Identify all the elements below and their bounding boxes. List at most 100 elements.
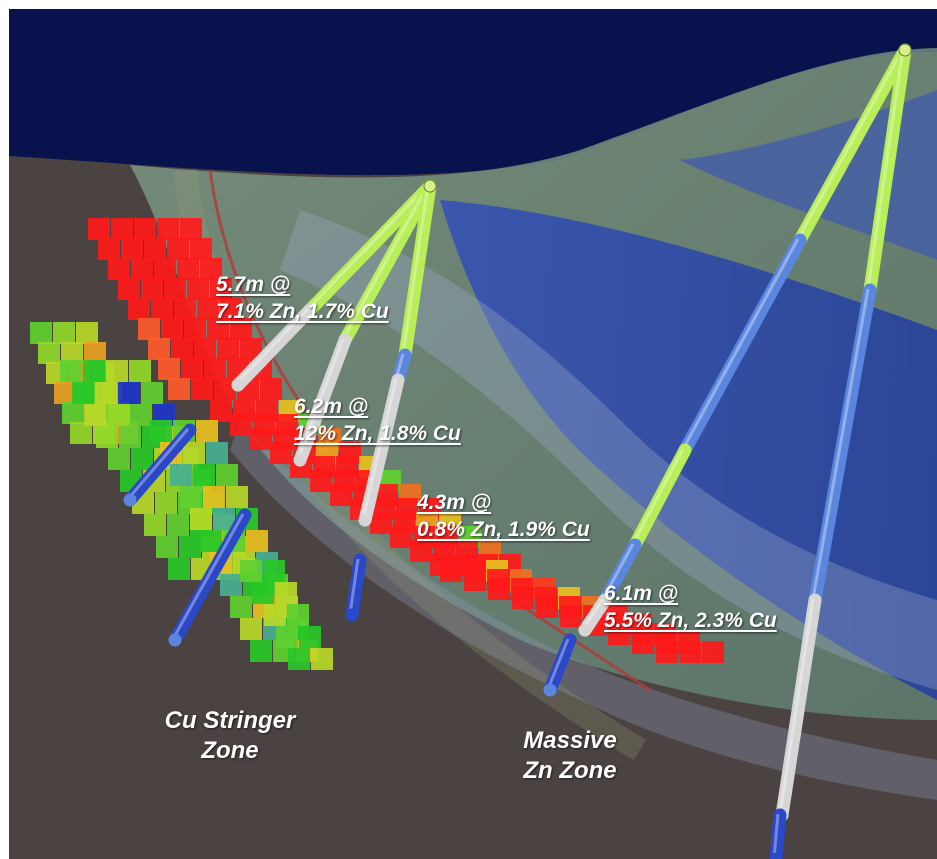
block-cell [111,218,133,240]
block-cell [410,540,432,562]
drillhole-5-highlight [778,598,815,815]
block-cell [130,404,152,426]
block-cell [168,558,190,580]
block-cell [246,530,268,552]
drillhole-5-highlight [866,48,905,290]
block-cell [204,358,226,380]
block-cell [54,382,76,404]
drillhole-7-segment [168,508,252,647]
block-cell [121,238,143,260]
drillhole-2-segment [338,179,437,347]
drillhole-3-highlight [361,378,398,520]
block-cell [108,258,130,280]
block-cell [187,278,209,300]
block-cell [250,428,272,450]
intercept-grade-3: 0.8% Zn, 1.9% Cu [417,518,590,541]
block-cell [118,278,140,300]
block-cell [84,404,106,426]
block-cell [270,442,292,464]
drillhole-10-highlight [772,813,780,859]
intercept-length-3: 4.3m @ [417,491,492,514]
block-cell [76,322,98,344]
drillhole-5-highlight [811,288,870,600]
block-cell [210,278,232,300]
block-cell [155,492,177,514]
block-cell [106,360,128,382]
block-cell [440,560,462,582]
block-cell [70,422,92,444]
block-cell [240,618,262,640]
block-cell [560,605,582,627]
block-cell [276,626,298,648]
block-cell [84,342,106,364]
drillhole-1-segment [231,303,317,392]
zone-label-line: Cu Stringer [164,707,296,734]
block-cell [512,587,534,609]
block-cell [252,582,274,604]
block-cell [203,486,225,508]
block-cell [220,574,242,596]
block-cell [196,420,218,442]
block-cell [179,536,201,558]
block-cell [144,514,166,536]
block-cell [184,318,206,340]
block-cell [260,378,282,400]
block-cell [154,258,176,280]
drillhole-3-segment [398,179,437,362]
drillhole-8-highlight [348,558,360,615]
translucent-fault-band-lower [230,420,937,800]
block-cell [181,358,203,380]
block-cell [214,378,236,400]
block-cell [197,298,219,320]
block-cell [53,322,75,344]
block-cell [287,604,309,626]
block-cell [88,218,110,240]
block-cell [263,560,285,582]
block-cell [167,238,189,260]
block-cell [200,258,222,280]
block-cell [180,218,202,240]
block-cell [190,508,212,530]
block-cell [144,238,166,260]
drillhole-4-segment [793,43,912,247]
block-cell [240,338,262,360]
block-cell [207,318,229,340]
block-cell [190,238,212,260]
block-cell [61,342,83,364]
block-cell [129,360,151,382]
block-cell [177,258,199,280]
block-cell [118,382,140,404]
block-cell [226,486,248,508]
block-cell [488,578,510,600]
block-cell [131,258,153,280]
intercept-label-3: 4.3m @ 0.8% Zn, 1.9% Cu [417,489,590,543]
drillhole-1-highlight [306,183,430,311]
drillhole-4-highlight [681,238,800,450]
block-cell [161,318,183,340]
block-cell [250,640,272,662]
drillhole-4-highlight [631,448,685,545]
block-cell [141,278,163,300]
block-cell [210,400,232,422]
block-cell [240,560,262,582]
drillhole-8-segment [345,553,367,622]
block-cell [60,360,82,382]
block-cell [330,484,352,506]
block-cell [193,464,215,486]
intercept-length-4: 6.1m @ [604,582,679,605]
massive-zn-zone-label: Massive Zn Zone [490,726,650,786]
intercept-label-2: 6.2m @ 12% Zn, 1.8% Cu [294,393,461,447]
drillhole-1-segment [303,179,437,317]
block-cell [216,464,238,486]
block-cell [171,338,193,360]
intercept-label-1: 5.7m @ 7.1% Zn, 1.7% Cu [216,271,389,325]
intercept-label-4: 6.1m @ 5.5% Zn, 2.3% Cu [604,580,777,634]
intercept-length-1: 5.7m @ [216,273,291,296]
block-cell [299,626,321,648]
block-cell [213,508,235,530]
drillhole-2-segment [293,333,352,467]
block-cell [150,420,172,442]
zone-label-line: Zn Zone [523,757,617,784]
zone-label-line: Zone [201,737,259,764]
